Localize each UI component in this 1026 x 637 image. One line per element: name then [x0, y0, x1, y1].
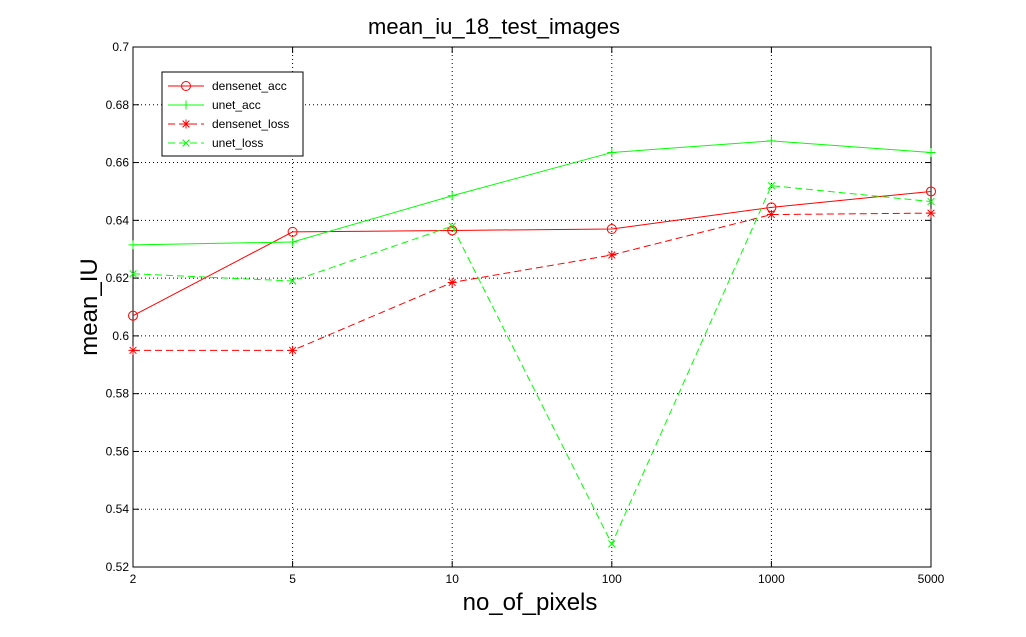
x-tick-label: 5: [289, 572, 296, 586]
legend-marker-densenet_loss: [181, 119, 191, 129]
data-point-unet_acc: [288, 237, 298, 247]
x-tick-label: 100: [602, 572, 622, 586]
data-point-unet_acc: [766, 136, 776, 146]
data-point-unet_acc: [447, 191, 457, 201]
data-point-unet_loss: [288, 277, 297, 285]
chart-title: mean_iu_18_test_images: [368, 14, 620, 39]
y-tick-label: 0.58: [106, 387, 130, 401]
axes-box: [132, 46, 932, 568]
y-axis-title: mean_IU: [76, 258, 103, 355]
y-tick-label: 0.52: [106, 560, 130, 574]
y-tick-label: 0.56: [106, 444, 130, 458]
data-point-densenet_acc: [606, 224, 617, 234]
data-point-densenet_loss: [447, 277, 457, 287]
data-point-unet_loss: [129, 270, 137, 278]
series-unet_acc: [128, 136, 936, 250]
data-point-unet_acc: [607, 147, 617, 157]
y-tick-label: 0.68: [106, 98, 130, 112]
series-line-densenet_loss: [133, 212, 932, 351]
data-point-unet_loss: [767, 181, 776, 190]
x-axis-title: no_of_pixels: [463, 589, 598, 616]
y-tick-label: 0.6: [112, 329, 129, 343]
data-point-unet_acc: [128, 240, 138, 250]
data-point-densenet_loss: [766, 210, 776, 220]
x-tick-label: 5000: [918, 572, 945, 586]
x-tick-label: 2: [130, 572, 137, 586]
legend-marker-densenet_acc: [181, 81, 191, 91]
legend-label-unet_loss: unet_loss: [212, 136, 263, 150]
series-unet_loss: [129, 181, 935, 548]
data-point-densenet_loss: [607, 250, 617, 260]
data-point-densenet_acc: [926, 186, 936, 197]
legend-marker-unet_acc: [181, 100, 191, 110]
y-tick-label: 0.66: [106, 156, 130, 170]
legend: densenet_acc unet_acc densenet_loss unet_lo…: [161, 71, 304, 157]
series-densenet_loss: [128, 208, 936, 355]
data-point-unet_acc: [926, 147, 936, 157]
y-tick-label: 0.64: [106, 213, 130, 227]
data-point-unet_loss: [927, 197, 935, 206]
data-point-densenet_acc: [128, 310, 138, 321]
series-line-unet_acc: [132, 140, 932, 246]
plot-area: 2 5 10 100 1000 5000 0.52 0.54 0.56 0.58 0.6 0.62 0.…: [106, 40, 945, 586]
data-point-densenet_acc: [287, 226, 298, 237]
series-densenet_acc: [128, 186, 936, 321]
y-tick-label: 0.7: [112, 40, 129, 54]
data-point-unet_loss: [448, 222, 456, 230]
y-tick-label: 0.54: [106, 502, 130, 516]
data-point-densenet_loss: [128, 345, 138, 355]
data-point-densenet_loss: [926, 208, 936, 218]
data-point-densenet_loss: [288, 345, 298, 355]
x-tick-label: 10: [446, 572, 460, 586]
x-tick-label: 1000: [758, 572, 785, 586]
series-line-densenet_acc: [132, 190, 932, 317]
legend-marker-unet_loss: [182, 139, 190, 147]
legend-label-unet_acc: unet_acc: [212, 98, 261, 112]
legend-label-densenet_loss: densenet_loss: [212, 117, 289, 131]
series-line-unet_loss: [132, 185, 932, 546]
legend-label-densenet_acc: densenet_acc: [212, 79, 287, 93]
y-tick-label: 0.62: [106, 271, 130, 285]
data-point-unet_loss: [608, 540, 616, 548]
